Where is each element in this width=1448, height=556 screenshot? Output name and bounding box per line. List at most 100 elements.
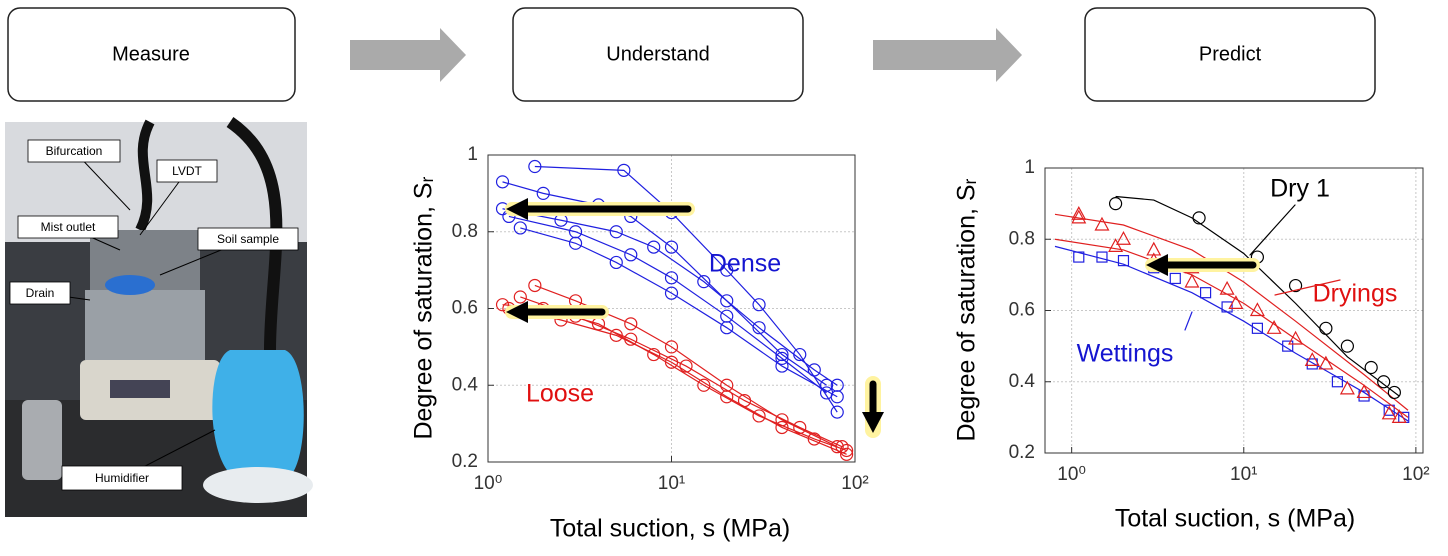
series-line: [502, 181, 827, 386]
marker: [720, 294, 734, 308]
marker: [830, 405, 844, 419]
x-axis-label: Total suction, s (MPa): [1115, 505, 1355, 533]
marker: [840, 443, 854, 458]
label-box: [9, 281, 71, 305]
marker: [513, 290, 527, 304]
y-tick-label: 1: [1024, 157, 1035, 178]
step-box: [512, 7, 804, 102]
marker: [664, 240, 679, 254]
series-line: [508, 307, 847, 455]
marker: [1146, 241, 1162, 256]
marker: [1383, 404, 1395, 416]
label-box: [61, 465, 183, 491]
marker: [775, 351, 789, 365]
marker: [664, 340, 679, 354]
marker: [1199, 287, 1212, 299]
marker: [1108, 238, 1124, 252]
annotation: Dryings: [1313, 280, 1398, 308]
photo-label: LVDT: [172, 164, 202, 178]
marker: [775, 359, 789, 373]
photo-label: Soil sample: [217, 232, 279, 246]
marker: [1356, 384, 1372, 399]
series-line: [534, 284, 838, 448]
marker: [1288, 278, 1303, 293]
y-tick-label: 0.2: [1009, 442, 1035, 463]
marker: [737, 394, 752, 408]
y-axis-label: Degree of saturation, Sᵣ: [953, 178, 981, 441]
photo-label: Drain: [26, 286, 55, 300]
marker: [664, 286, 679, 300]
marker: [647, 347, 661, 362]
marker: [807, 363, 821, 377]
series-line: [1115, 195, 1400, 397]
marker: [1381, 405, 1397, 420]
marker: [536, 186, 550, 200]
marker: [1282, 340, 1294, 352]
marker: [835, 440, 849, 454]
y-tick-label: 0.4: [1009, 371, 1036, 392]
marker: [1169, 272, 1181, 285]
marker: [793, 420, 807, 435]
marker: [1304, 352, 1320, 366]
marker: [528, 159, 542, 174]
series-line: [502, 208, 838, 386]
y-axis-label: Degree of saturation, Sᵣ: [410, 176, 438, 439]
marker: [568, 236, 583, 250]
marker: [624, 248, 638, 262]
marker: [617, 163, 631, 177]
marker: [679, 359, 693, 373]
photo-label: Humidifier: [95, 471, 149, 485]
x-tick-label: 10⁰: [1057, 464, 1086, 485]
x-tick-label: 10²: [1402, 464, 1429, 485]
x-tick-label: 10¹: [1230, 464, 1257, 485]
y-tick-label: 0.8: [1009, 228, 1035, 249]
marker: [775, 420, 789, 435]
marker: [495, 298, 510, 312]
marker: [752, 298, 766, 312]
marker: [830, 390, 844, 404]
plot-frame: [1044, 167, 1424, 454]
marker: [1391, 409, 1407, 423]
marker: [1108, 197, 1123, 211]
marker: [1339, 380, 1355, 395]
marker: [664, 271, 679, 285]
marker: [1115, 230, 1131, 245]
x-tick-label: 10¹: [658, 473, 685, 494]
marker: [720, 263, 734, 277]
marker: [1318, 355, 1334, 370]
flow-arrow: [350, 28, 466, 82]
marker: [752, 409, 766, 423]
marker: [528, 278, 542, 293]
marker: [1306, 358, 1318, 370]
marker: [609, 255, 623, 270]
series-line: [1054, 245, 1409, 422]
step-label: Measure: [112, 43, 190, 65]
step-box: [7, 7, 296, 102]
marker: [1364, 360, 1378, 375]
marker: [1251, 322, 1263, 334]
marker: [647, 240, 661, 254]
series-line: [1054, 238, 1409, 418]
marker: [697, 378, 711, 392]
marker: [720, 321, 734, 335]
marker: [1377, 375, 1391, 389]
x-tick-label: 10²: [841, 473, 868, 494]
marker: [1340, 339, 1354, 353]
annotation: Dense: [709, 250, 781, 278]
chart: 10⁰ 10¹ 10² 0.2 0.4 0.6 0.8 1 Total suction, s (…: [953, 157, 1430, 533]
marker: [1387, 385, 1401, 400]
y-tick-label: 0.4: [452, 374, 479, 395]
y-tick-label: 1: [467, 144, 478, 165]
marker: [1228, 295, 1244, 309]
label-box: [17, 215, 119, 239]
trend-arrows: [505, 198, 1341, 438]
series-line: [1054, 213, 1409, 411]
label-box: [27, 139, 121, 163]
marker: [1184, 273, 1200, 288]
series-line: [520, 227, 838, 398]
photo: [5, 117, 313, 517]
photo-label: Bifurcation: [46, 144, 103, 158]
label-box: [156, 159, 218, 183]
photo-label: Mist outlet: [41, 220, 96, 234]
